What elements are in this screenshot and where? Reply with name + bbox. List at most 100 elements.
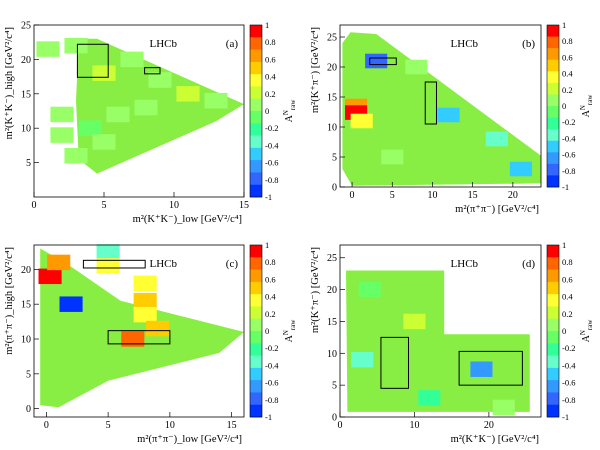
- colorbar-tick-label: 0: [562, 326, 566, 336]
- collaboration-label: LHCb: [150, 258, 178, 270]
- x-axis-label: m²(π⁺π⁻)_low [GeV²/c⁴]: [137, 434, 242, 445]
- heatmap-cell: [38, 268, 62, 285]
- heatmap-cell: [418, 390, 441, 406]
- colorbar-segment: [250, 111, 262, 124]
- collaboration-label: LHCb: [451, 258, 479, 270]
- colorbar-tick-label: -0.2: [562, 343, 575, 353]
- region-box: [76, 43, 109, 78]
- colorbar-segment: [547, 117, 559, 130]
- region-box: [369, 57, 397, 66]
- colorbar-segment: [250, 294, 262, 307]
- colorbar-tick-label: -0.4: [265, 360, 279, 370]
- y-tick-label: 20: [327, 63, 337, 74]
- x-tick-label: 0: [44, 420, 49, 431]
- y-tick-label: 0: [332, 413, 337, 424]
- y-axis-label: m²(K⁺π⁻) [GeV²/c⁴]: [310, 27, 321, 113]
- region-box: [107, 330, 171, 345]
- heatmap-cell: [64, 37, 88, 54]
- x-tick-label: 0: [338, 420, 343, 431]
- colorbar-tick-label: 0.6: [562, 52, 573, 62]
- x-tick-label: 5: [390, 190, 395, 201]
- heatmap-cell: [121, 331, 145, 347]
- y-tick-label: 5: [26, 158, 31, 169]
- heatmap-cell: [78, 120, 102, 136]
- x-tick-label: 0: [350, 190, 355, 201]
- colorbar-segment: [250, 123, 262, 136]
- heatmap-cell: [50, 127, 74, 143]
- y-tick-label: 20: [327, 285, 337, 296]
- colorbar-tick-label: -0.8: [265, 175, 278, 185]
- colorbar-tick-label: 0: [265, 326, 269, 336]
- x-tick-label: 10: [165, 420, 175, 431]
- y-axis-label: m²(K⁺π⁻) [GeV²/c⁴]: [310, 247, 321, 333]
- y-tick-label: 20: [21, 265, 31, 276]
- y-tick-label: 25: [327, 253, 337, 264]
- colorbar-segment: [250, 392, 262, 406]
- colorbar-title: ANraw: [579, 319, 594, 343]
- colorbar-tick-label: -0.8: [562, 395, 575, 405]
- x-axis-label: m²(K⁺K⁻)_low [GeV²/c⁴]: [133, 214, 242, 225]
- colorbar-tick-label: 0.2: [265, 89, 276, 99]
- heatmap-cell: [381, 149, 404, 165]
- colorbar-tick-label: 0: [265, 106, 269, 116]
- colorbar-tick-label: 0.4: [265, 72, 276, 82]
- colorbar-tick-label: 0.2: [562, 309, 573, 319]
- heatmap-cell: [492, 399, 515, 416]
- colorbar-title: ANraw: [282, 319, 297, 343]
- heatmap-cell: [64, 147, 88, 164]
- panel-label: (b): [522, 38, 535, 50]
- colorbar-tick-label: 1: [562, 240, 566, 250]
- heatmap-cell: [133, 275, 157, 292]
- x-tick-label: 10: [169, 200, 179, 211]
- colorbar-frame: [546, 24, 560, 188]
- colorbar-segment: [250, 281, 262, 295]
- colorbar-segment: [250, 331, 262, 344]
- colorbar-tick-label: 1: [562, 20, 566, 30]
- colorbar-segment: [250, 74, 262, 87]
- colorbar-segment: [250, 135, 262, 149]
- region-box: [82, 259, 146, 269]
- plot-frame: [33, 244, 245, 418]
- colorbar-segment: [547, 59, 559, 72]
- collaboration-label: LHCb: [451, 38, 479, 50]
- colorbar-segment: [547, 129, 559, 142]
- colorbar-segment: [547, 306, 559, 320]
- plot-frame: [33, 24, 245, 198]
- colorbar-tick-label: -0.2: [265, 343, 278, 353]
- colorbar-segment: [250, 86, 262, 100]
- colorbar-tick-label: 0.6: [265, 274, 276, 284]
- colorbar-segment: [547, 404, 559, 418]
- heatmap-cell: [92, 65, 116, 81]
- plot-frame: [339, 24, 542, 188]
- region-box: [380, 336, 409, 389]
- y-tick-label: 10: [327, 123, 337, 134]
- colorbar-tick-label: 0.8: [562, 36, 573, 46]
- x-tick-label: 20: [484, 420, 494, 431]
- colorbar-segment: [547, 331, 559, 344]
- y-tick-label: 0: [332, 183, 337, 194]
- colorbar-segment: [547, 318, 559, 332]
- y-tick-label: 25: [327, 33, 337, 44]
- colorbar-title: ANraw: [579, 94, 594, 118]
- colorbar-segment: [250, 147, 262, 161]
- colorbar-tick-label: 0.8: [265, 37, 276, 47]
- heatmap-cell: [134, 99, 158, 116]
- colorbar-tick-label: -0.4: [562, 360, 576, 370]
- colorbar-segment: [547, 355, 559, 369]
- y-axis-label: m²(π⁺π⁻)_high [GeV²/c⁴]: [4, 247, 15, 355]
- panel-label: (d): [522, 258, 535, 270]
- colorbar-tick-label: -0.6: [265, 378, 278, 388]
- colorbar-segment: [250, 380, 262, 393]
- heatmap-cell: [96, 244, 120, 260]
- colorbar-segment: [250, 37, 262, 50]
- colorbar-tick-label: -0.6: [562, 150, 575, 160]
- y-tick-label: 15: [21, 300, 31, 311]
- y-tick-label: 5: [332, 153, 337, 164]
- heatmap-cell: [365, 53, 388, 69]
- colorbar-tick-label: -0.4: [562, 133, 576, 143]
- colorbar-tick-label: 1: [265, 240, 269, 250]
- colorbar-segment: [547, 36, 559, 49]
- colorbar-tick-label: 0.4: [562, 69, 573, 79]
